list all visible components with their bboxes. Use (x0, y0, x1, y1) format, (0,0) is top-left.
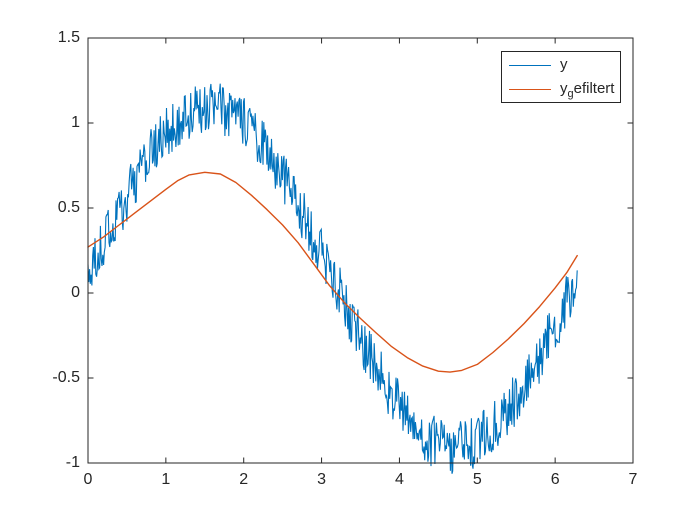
legend-label-ygefiltert-rest: efiltert (573, 79, 615, 97)
y-tick-label: 0 (71, 284, 80, 301)
legend-label-y-base: y (560, 55, 568, 73)
legend-label-ygefiltert-sub: g (567, 87, 574, 100)
legend-label-ygefiltert: ygefiltert (560, 80, 614, 100)
legend-entry-y: y (502, 53, 620, 78)
y-tick-label: -0.5 (52, 369, 80, 386)
x-tick-label: 6 (550, 471, 560, 488)
y-tick-label: 1.5 (57, 29, 80, 46)
x-tick-label: 0 (83, 471, 93, 488)
legend-line-sample-ygefiltert (509, 89, 551, 90)
y-tick-label: 0.5 (57, 199, 80, 216)
legend: y ygefiltert (501, 51, 621, 103)
series-ygefiltert-line (87, 171, 578, 373)
legend-label-ygefiltert-base: y (560, 79, 568, 97)
y-tick-label: 1 (71, 114, 80, 131)
legend-line-sample-y (509, 65, 551, 66)
y-tick-label: -1 (65, 454, 80, 471)
x-tick-label: 7 (628, 471, 638, 488)
legend-label-y: y (560, 56, 568, 76)
legend-entry-ygefiltert: ygefiltert (502, 77, 620, 102)
x-tick-label: 2 (239, 471, 249, 488)
x-tick-label: 5 (472, 471, 482, 488)
x-tick-label: 1 (161, 471, 171, 488)
x-tick-label: 4 (394, 471, 404, 488)
x-tick-label: 3 (317, 471, 327, 488)
series-y-line (87, 83, 578, 474)
axes-box (87, 37, 634, 464)
